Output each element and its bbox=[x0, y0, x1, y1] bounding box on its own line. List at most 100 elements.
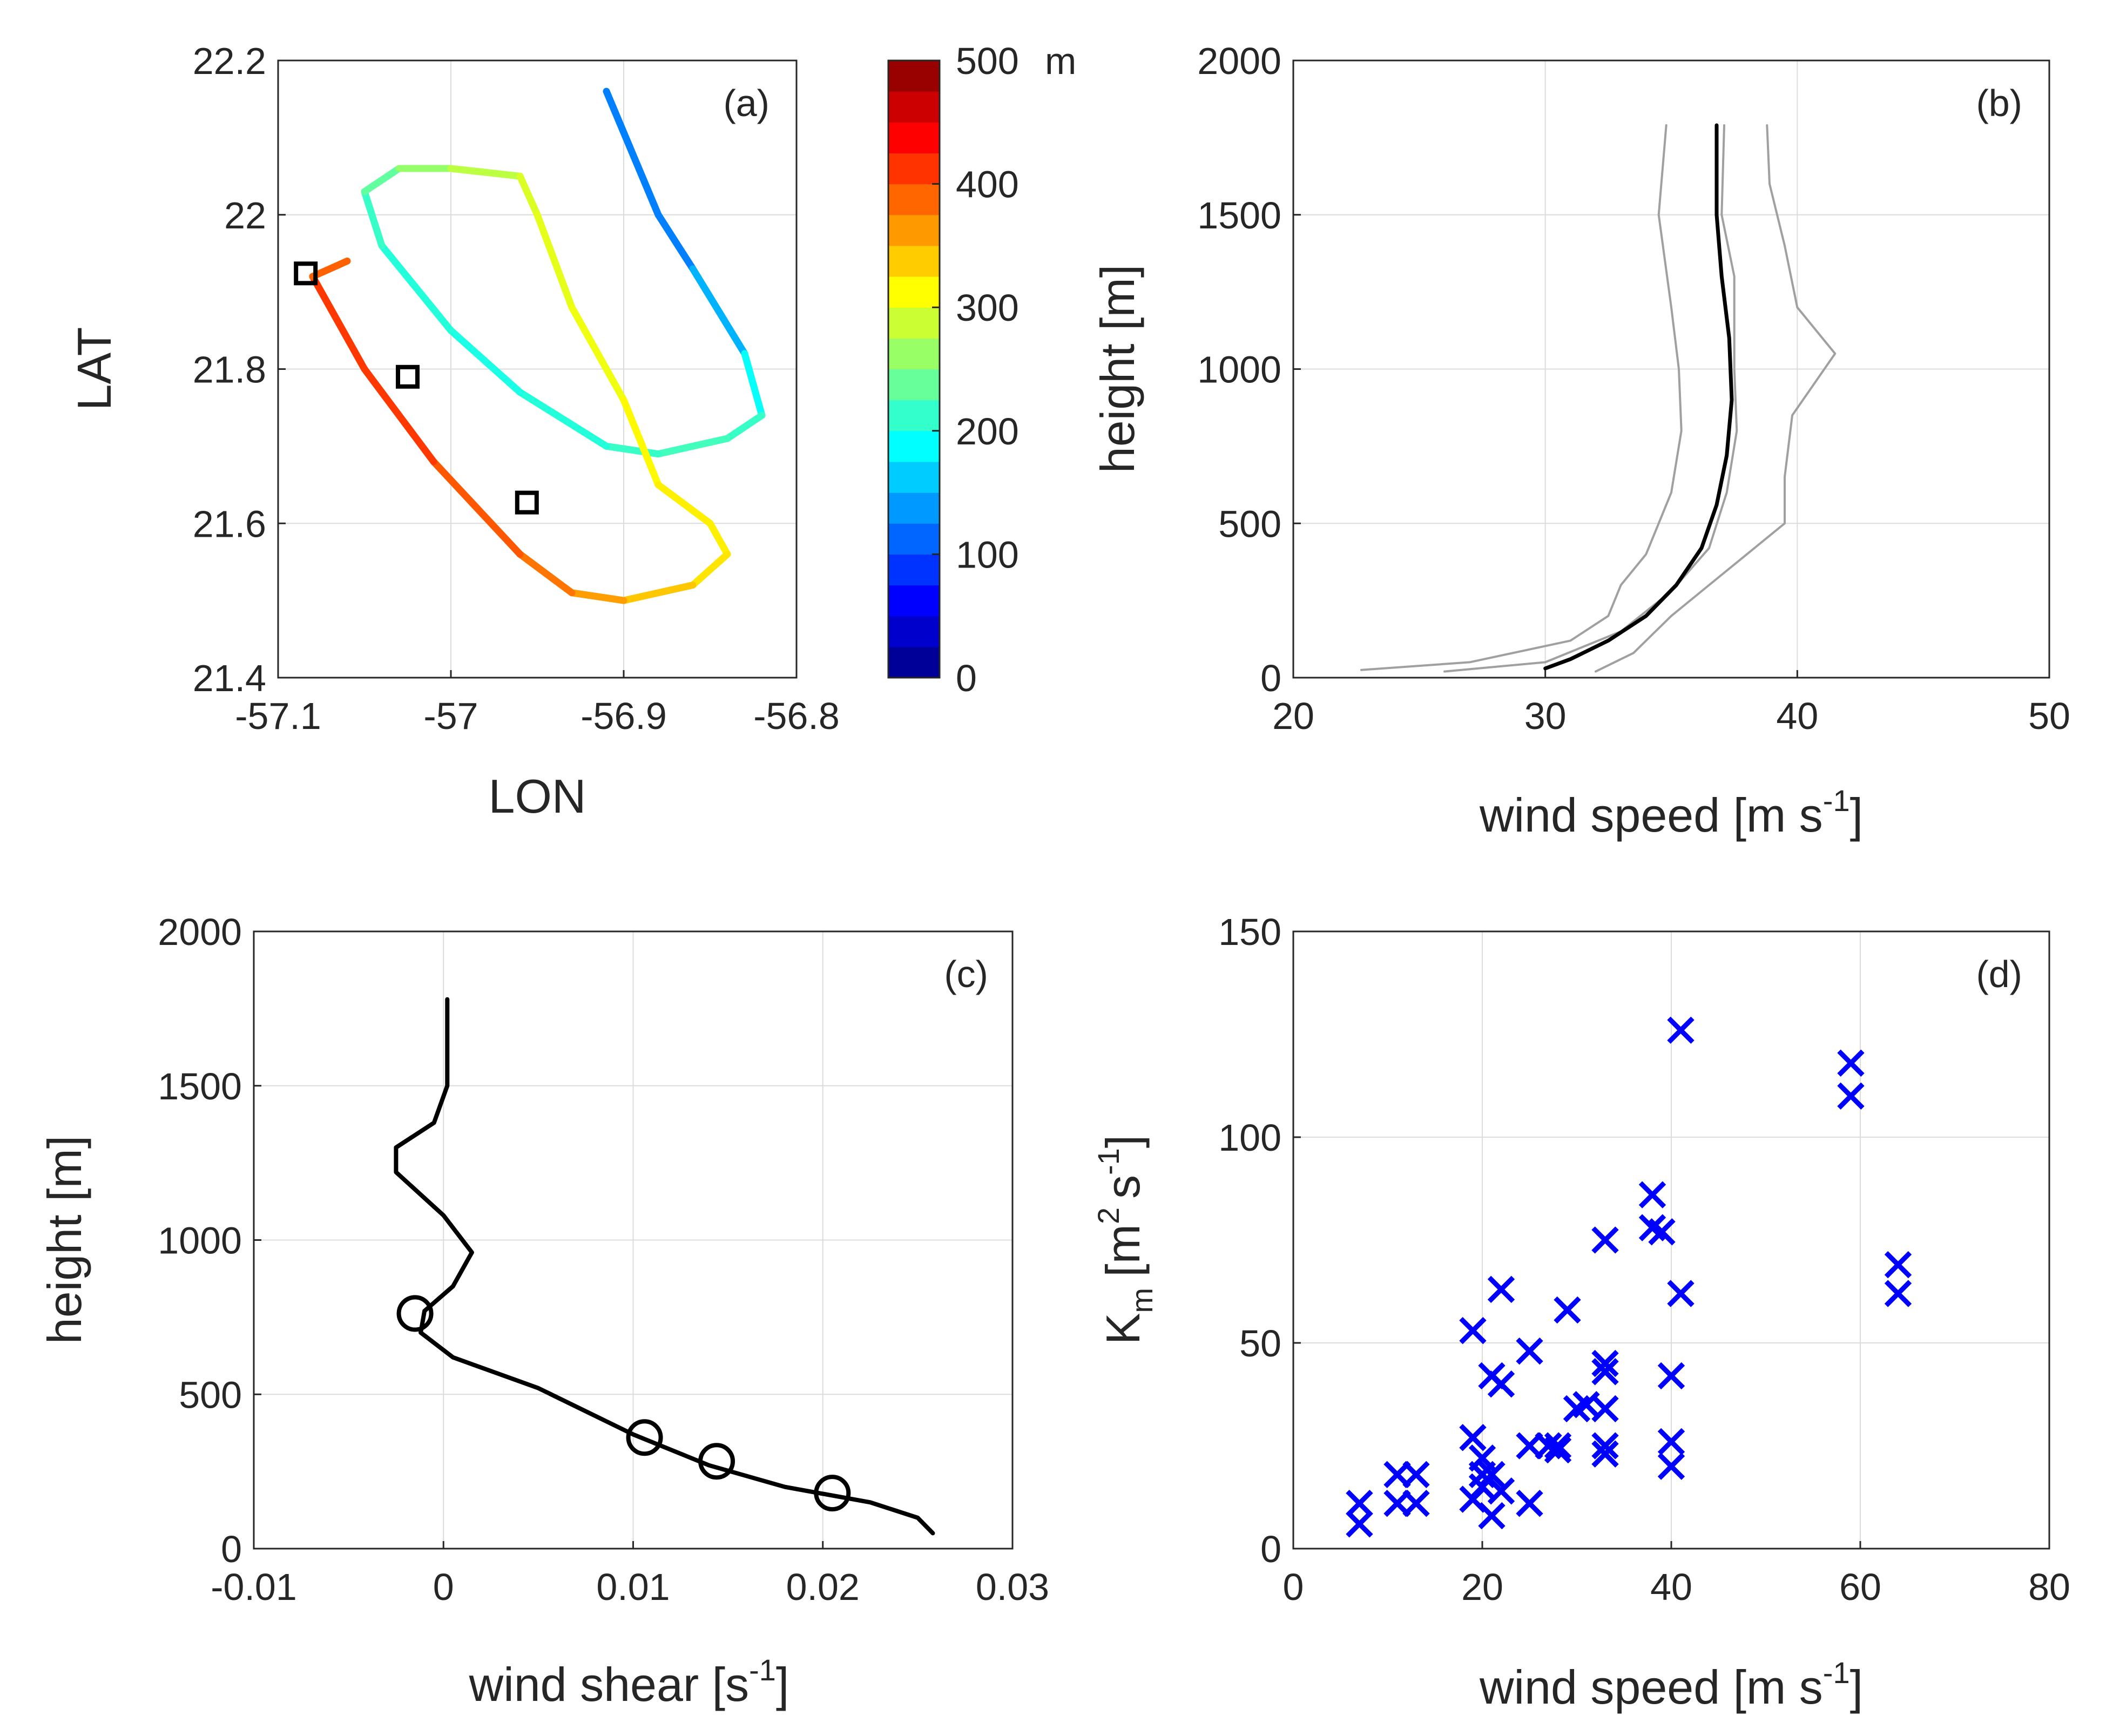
colorbar-level-6 bbox=[888, 461, 940, 493]
panel-b-label: (b) bbox=[1976, 82, 2022, 124]
panel-d-xlabel-main: wind speed [m s bbox=[1479, 1660, 1823, 1714]
colorbar-tick-label-4: 400 bbox=[956, 164, 1019, 206]
colorbar-ticks: 0 100 200 300 400 500 bbox=[932, 40, 1019, 699]
colorbar-levels bbox=[888, 60, 940, 678]
colorbar-level-8 bbox=[888, 400, 940, 431]
panel-a-ytick-label-0: 21.4 bbox=[193, 657, 266, 699]
panel-c-grid bbox=[253, 931, 1013, 1549]
scatter-point-35 bbox=[1648, 1218, 1676, 1246]
scatter-point-14 bbox=[1478, 1461, 1506, 1489]
panel-c-ytick-label-3: 1500 bbox=[158, 1065, 242, 1107]
panel-b-xtick-label-3: 50 bbox=[2028, 695, 2070, 737]
scatter-point-20 bbox=[1516, 1489, 1543, 1517]
scatter-point-28 bbox=[1591, 1358, 1619, 1386]
track-square-marker-0 bbox=[294, 261, 318, 286]
scatter-point-24 bbox=[1554, 1296, 1581, 1324]
panel-d-ylabel-sub: m bbox=[1125, 1288, 1159, 1313]
panel-d-ytick-label-2: 100 bbox=[1218, 1117, 1281, 1159]
colorbar-level-17 bbox=[888, 122, 940, 154]
panel-c-xlabel-sup: -1 bbox=[749, 1653, 776, 1687]
panel-d-ylabel-k: K bbox=[1096, 1313, 1150, 1345]
panel-c-xticks: -0.01 0 0.01 0.02 0.03 bbox=[211, 1541, 1049, 1608]
panel-d-xlabel: wind speed [m s-1] bbox=[1479, 1656, 1863, 1714]
track-segment-10 bbox=[361, 188, 386, 249]
colorbar-level-3 bbox=[888, 554, 940, 586]
colorbar-level-13 bbox=[888, 245, 940, 277]
panel-c-xtick-label-4: 0.03 bbox=[976, 1566, 1049, 1608]
panel-d-yticks: 0 50 100 150 bbox=[1218, 911, 1301, 1570]
colorbar-tick-label-0: 0 bbox=[956, 657, 977, 699]
track-segment-9 bbox=[378, 242, 455, 334]
panel-b-ytick-label-2: 1000 bbox=[1197, 349, 1281, 391]
colorbar-level-7 bbox=[888, 430, 940, 462]
scatter-point-1 bbox=[1346, 1510, 1373, 1538]
track-segment-16 bbox=[568, 303, 627, 404]
panel-b-ytick-label-3: 1500 bbox=[1197, 194, 1281, 237]
colorbar-tick-label-5: 500 bbox=[956, 40, 1019, 82]
colorbar-level-5 bbox=[888, 492, 940, 524]
track-segment-26 bbox=[309, 273, 368, 373]
panel-b-xtick-label-1: 30 bbox=[1524, 695, 1567, 737]
track-segment-19 bbox=[706, 519, 731, 558]
track-segment-1 bbox=[654, 211, 697, 273]
panel-c-label: (c) bbox=[944, 953, 988, 995]
colorbar-tick-label-1: 100 bbox=[956, 533, 1019, 576]
scatter-point-4 bbox=[1402, 1461, 1430, 1489]
panel-c-lines bbox=[394, 997, 935, 1536]
panel-a-xtick-label-3: -56.8 bbox=[753, 695, 840, 737]
panel-b-xtick-label-0: 20 bbox=[1272, 695, 1314, 737]
panel-c-circle-marker-2 bbox=[698, 1443, 735, 1480]
scatter-point-5 bbox=[1402, 1489, 1430, 1517]
track-segment-14 bbox=[516, 172, 541, 219]
panel-b-xlabel: wind speed [m s-1] bbox=[1479, 783, 1863, 842]
scatter-point-23 bbox=[1544, 1436, 1572, 1464]
colorbar-level-11 bbox=[888, 307, 940, 339]
panel-c-ytick-label-2: 1000 bbox=[158, 1220, 242, 1262]
scatter-point-40 bbox=[1667, 1280, 1695, 1307]
panel-a-ytick-label-1: 21.6 bbox=[193, 503, 266, 545]
panel-b-ytick-label-1: 500 bbox=[1218, 503, 1281, 545]
panel-a-ytick-label-3: 22 bbox=[224, 194, 266, 237]
panel-a-markers bbox=[294, 261, 539, 515]
panel-c-yticks: 0 500 1000 1500 2000 bbox=[158, 911, 261, 1570]
track-segment-6 bbox=[603, 442, 662, 458]
panel-b-xtick-label-2: 40 bbox=[1776, 695, 1818, 737]
track-segment-11 bbox=[361, 165, 403, 195]
panel-d-ylabel-unit: [m bbox=[1096, 1224, 1150, 1277]
panel-c-circle-marker-3 bbox=[814, 1475, 851, 1512]
colorbar-frame bbox=[887, 59, 941, 679]
panel-b-yticks: 0 500 1000 1500 2000 bbox=[1197, 40, 1301, 699]
scatter-point-32 bbox=[1591, 1226, 1619, 1254]
panel-b-xlabel-main: wind speed [m s bbox=[1479, 788, 1823, 842]
scatter-point-27 bbox=[1591, 1349, 1619, 1377]
panel-b-xlabel-end: ] bbox=[1850, 788, 1863, 842]
track-segment-13 bbox=[447, 165, 524, 180]
scatter-point-22 bbox=[1544, 1432, 1572, 1460]
panel-b-series-0 bbox=[1360, 124, 1683, 671]
panel-d-xtick-label-3: 60 bbox=[1839, 1566, 1881, 1608]
panel-b-series-3 bbox=[1543, 123, 1734, 671]
track-square-marker-2 bbox=[515, 490, 539, 515]
colorbar-level-10 bbox=[888, 338, 940, 370]
track-segment-20 bbox=[689, 550, 731, 589]
colorbar-level-18 bbox=[888, 91, 940, 123]
panel-a-ytick-label-2: 21.8 bbox=[193, 349, 266, 391]
panel-c-ytick-label-1: 500 bbox=[179, 1374, 242, 1416]
panel-d-ylabel-end: ] bbox=[1096, 1135, 1150, 1148]
scatter-point-30 bbox=[1591, 1432, 1619, 1460]
panel-c-ytick-label-4: 2000 bbox=[158, 911, 242, 953]
colorbar-level-16 bbox=[888, 153, 940, 185]
scatter-point-7 bbox=[1459, 1424, 1487, 1451]
scatter-point-12 bbox=[1478, 1502, 1506, 1530]
colorbar-tick-label-3: 300 bbox=[956, 287, 1019, 329]
panel-b: 20 30 40 50 0 500 1000 1500 2000 (b) wind speed… bbox=[1091, 40, 2070, 842]
scatter-point-6 bbox=[1459, 1316, 1487, 1345]
panel-a-yticks: 21.4 21.6 21.8 22 22.2 bbox=[193, 40, 286, 699]
panel-d-label: (d) bbox=[1976, 953, 2022, 995]
track-segment-18 bbox=[654, 481, 714, 527]
panel-c-xtick-label-3: 0.02 bbox=[786, 1566, 860, 1608]
track-segment-0 bbox=[603, 87, 662, 219]
scatter-point-44 bbox=[1884, 1280, 1912, 1307]
